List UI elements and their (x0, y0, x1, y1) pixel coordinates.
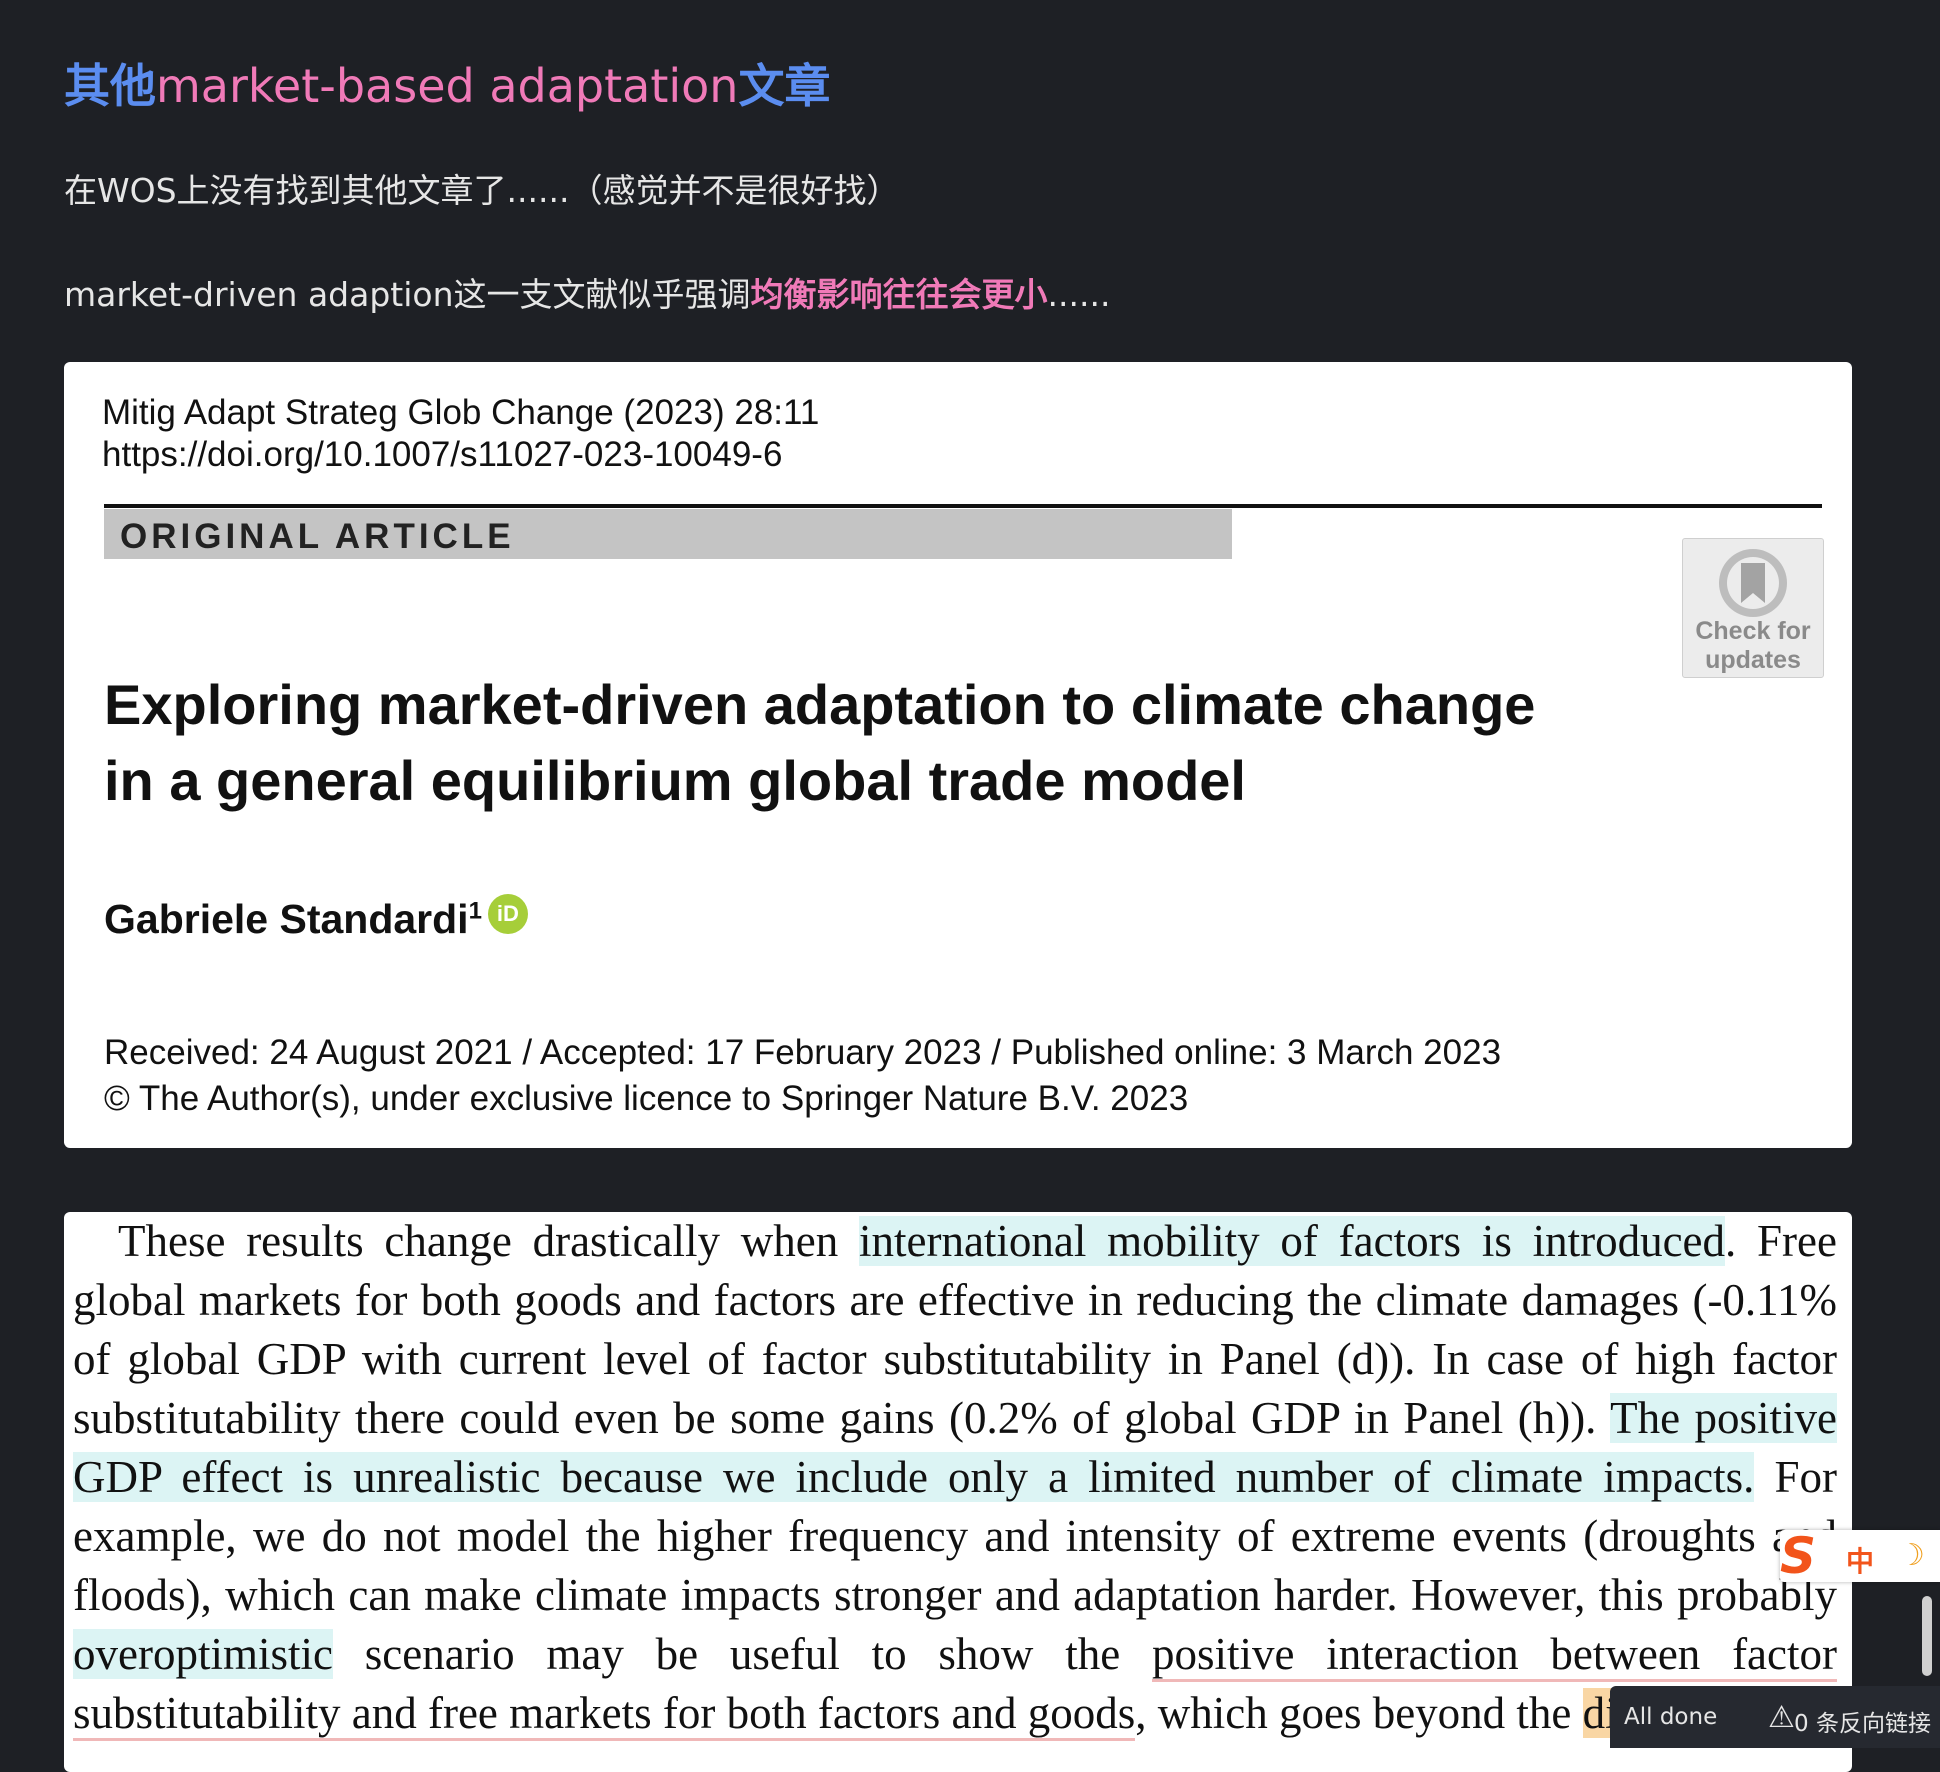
article-type: ORIGINAL ARTICLE (120, 517, 515, 556)
copyright-line: © The Author(s), under exclusive licence… (104, 1079, 1189, 1118)
author-name: Gabriele Standardi (104, 896, 469, 942)
article-title: Exploring market-driven adaptation to cl… (104, 667, 1704, 819)
crossmark-line1: Check for (1695, 617, 1811, 645)
ime-toolbar[interactable]: S 中 ☽ (1780, 1530, 1940, 1582)
excerpt-highlight-3: overoptimistic (73, 1629, 333, 1679)
title-line-2: in a general equilibrium global trade mo… (104, 749, 1246, 812)
heading-suffix: 文章 (738, 59, 831, 113)
journal-doi: https://doi.org/10.1007/s11027-023-10049… (102, 435, 783, 474)
crossmark-badge[interactable]: Check for updates (1682, 538, 1824, 678)
author-line: Gabriele Standardi1 iD (104, 894, 528, 943)
orcid-icon[interactable]: iD (487, 894, 528, 934)
excerpt-underline-1: positive interaction between factor subs… (73, 1629, 1837, 1741)
title-line-1: Exploring market-driven adaptation to cl… (104, 673, 1536, 736)
article-excerpt-image: These results change drastically when in… (64, 1212, 1852, 1772)
excerpt-span-3: . Free global markets for both goods and… (73, 1216, 1837, 1443)
moon-icon[interactable]: ☽ (1898, 1538, 1925, 1573)
article-dates: Received: 24 August 2021 / Accepted: 17 … (104, 1030, 1501, 1122)
note-paragraph-1: 在WOS上没有找到其他文章了......（感觉并不是很好找） (64, 171, 900, 210)
excerpt-span-9: , which goes beyond the (1135, 1688, 1583, 1738)
crossmark-line2: updates (1705, 646, 1801, 674)
backlinks-count[interactable]: 0 条反向链接 (1794, 1711, 1931, 1737)
journal-citation: Mitig Adapt Strateg Glob Change (2023) 2… (102, 393, 820, 432)
paragraph2-ellipsis: ...... (1047, 275, 1111, 314)
scrollbar-thumb[interactable] (1922, 1596, 1932, 1676)
status-done: All done (1624, 1704, 1718, 1730)
excerpt-highlight-1: international mobility of factors is int… (858, 1216, 1726, 1266)
heading-prefix: 其他 (64, 59, 156, 113)
journal-info: Mitig Adapt Strateg Glob Change (2023) 2… (102, 392, 819, 476)
heading-middle: market-based adaptation (156, 59, 739, 113)
section-heading: 其他market-based adaptation文章 (64, 50, 830, 116)
paragraph2-highlight: 均衡影响往往会更小 (750, 275, 1048, 314)
sogou-logo-icon[interactable]: S (1780, 1527, 1817, 1585)
excerpt-text: These results change drastically when in… (73, 1212, 1837, 1743)
article-header-image: Mitig Adapt Strateg Glob Change (2023) 2… (64, 362, 1852, 1148)
paragraph2-text: market-driven adaption这一支文献似乎强调 (64, 275, 751, 314)
excerpt-span-1: These results change drastically when (73, 1216, 859, 1266)
publication-dates: Received: 24 August 2021 / Accepted: 17 … (104, 1033, 1502, 1072)
crossmark-text: Check for updates (1683, 617, 1823, 675)
ime-language-toggle[interactable]: 中 (1846, 1545, 1875, 1578)
warning-icon[interactable]: ⚠ (1768, 1700, 1795, 1735)
author-affiliation: 1 (468, 897, 482, 925)
crossmark-icon (1719, 549, 1787, 617)
article-type-bar: ORIGINAL ARTICLE (104, 509, 1232, 559)
header-rule (104, 504, 1822, 508)
status-bar: All done ⚠ 0 条反向链接 (1610, 1686, 1940, 1748)
excerpt-span-5: For example, we do not model the higher … (73, 1452, 1837, 1620)
excerpt-span-7: scenario may be useful to show the (332, 1629, 1152, 1679)
note-paragraph-2: market-driven adaption这一支文献似乎强调均衡影响往往会更小… (64, 268, 1110, 316)
